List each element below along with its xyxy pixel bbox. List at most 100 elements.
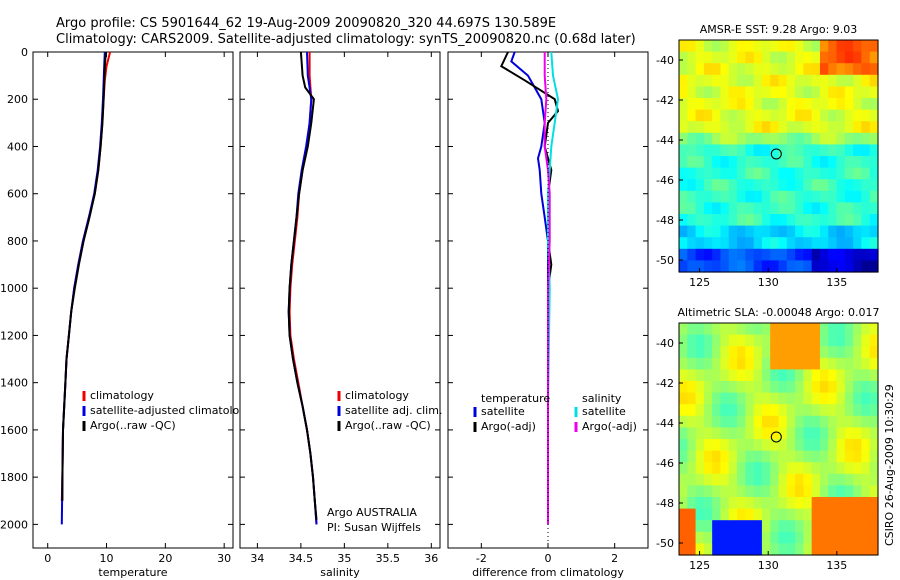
heatmap-cell [778,404,788,417]
heatmap-cell [828,450,838,463]
heatmap-cell [786,109,796,122]
heatmap-cell [745,462,755,475]
heatmap-cell [803,132,813,145]
heatmap-cell [819,462,829,475]
legend-label: Argo(..raw -QC) [90,419,176,432]
heatmap-cell [844,132,854,145]
heatmap-cell [836,202,846,215]
heatmap-cell [869,179,879,192]
heatmap-cell [786,334,796,347]
heatmap-cell [844,109,854,122]
heatmap-cell [737,248,746,261]
heatmap-cell [803,214,813,227]
heatmap-cell [728,214,738,227]
heatmap-cell [720,415,730,428]
heatmap-cell [869,369,879,382]
heatmap-cell [836,132,846,145]
heatmap-cell [695,462,705,475]
heatmap-cell [703,462,713,475]
heatmap-cell [687,74,697,87]
heatmap-cell [811,543,821,556]
heatmap-cell [811,40,821,53]
heatmap-cell [844,86,854,99]
heatmap-cell [786,214,796,227]
heatmap-cell [836,260,846,273]
heatmap-cell [770,132,780,145]
heatmap-cell [803,369,813,382]
heatmap-cell [679,334,688,347]
heatmap-cell [844,98,854,111]
heatmap-cell [778,543,788,556]
heatmap-cell [712,520,722,533]
heatmap-cell [728,473,738,486]
heatmap-cell [795,392,804,405]
heatmap-cell [819,404,829,417]
heatmap-cell [753,497,763,510]
legend-label: Argo(-adj) [582,420,637,433]
heatmap-cell [828,346,838,359]
heatmap-cell [811,63,821,76]
heatmap-cell [745,179,755,192]
heatmap-cell [819,63,829,76]
heatmap-cell [853,334,863,347]
heatmap-cell [861,51,871,64]
heatmap-cell [778,74,788,87]
heatmap-cell [745,144,755,157]
heatmap-cell [778,427,788,440]
heatmap-cell [803,357,813,370]
heatmap-cell [761,520,771,533]
heatmap-cell [770,156,780,169]
heatmap-cell [753,357,763,370]
heatmap-cell [728,543,738,556]
heatmap-cell [853,381,863,394]
heatmap-cell [745,508,755,521]
heatmap-cell [795,450,804,463]
heatmap-cell [828,323,838,336]
heatmap-cell [836,51,846,64]
heatmap-cell [695,167,705,180]
heatmap-cell [761,497,771,510]
heatmap-cell [861,121,871,134]
heatmap-cell [844,520,854,533]
heatmap-cell [687,531,697,544]
heatmap-cell [795,214,804,227]
heatmap-cell [761,202,771,215]
heatmap-cell [687,462,697,475]
heatmap-cell [819,260,829,273]
heatmap-cell [703,98,713,111]
heatmap-cell [861,497,871,510]
heatmap-cell [795,485,804,498]
heatmap-cell [828,497,838,510]
heatmap-cell [695,381,705,394]
heatmap-cell [836,63,846,76]
heatmap-cell [770,543,780,556]
heatmap-cell [720,74,730,87]
heatmap-cell [869,86,879,99]
heatmap-cell [753,323,763,336]
heatmap-cell [786,462,796,475]
heatmap-cell [712,167,722,180]
heatmap-cell [703,74,713,87]
heatmap-cell [679,427,688,440]
heatmap-cell [737,392,746,405]
heatmap-cell [695,357,705,370]
heatmap-cell [861,156,871,169]
heatmap-cell [695,225,705,238]
heatmap-cell [844,357,854,370]
heatmap-cell [679,404,688,417]
heatmap-cell [687,323,697,336]
y-tick-label: 800 [7,235,28,248]
legend-label: satellite [582,405,626,418]
heatmap-cell [703,40,713,53]
heatmap-cell [687,334,697,347]
heatmap-cell [695,121,705,134]
heatmap-cell [695,392,705,405]
heatmap-cell [853,497,863,510]
heatmap-cell [803,473,813,486]
heatmap-cell [770,63,780,76]
heatmap-cell [853,260,863,273]
heatmap-cell [695,531,705,544]
heatmap-cell [712,427,722,440]
heatmap-cell [770,74,780,87]
heatmap-cell [819,485,829,498]
